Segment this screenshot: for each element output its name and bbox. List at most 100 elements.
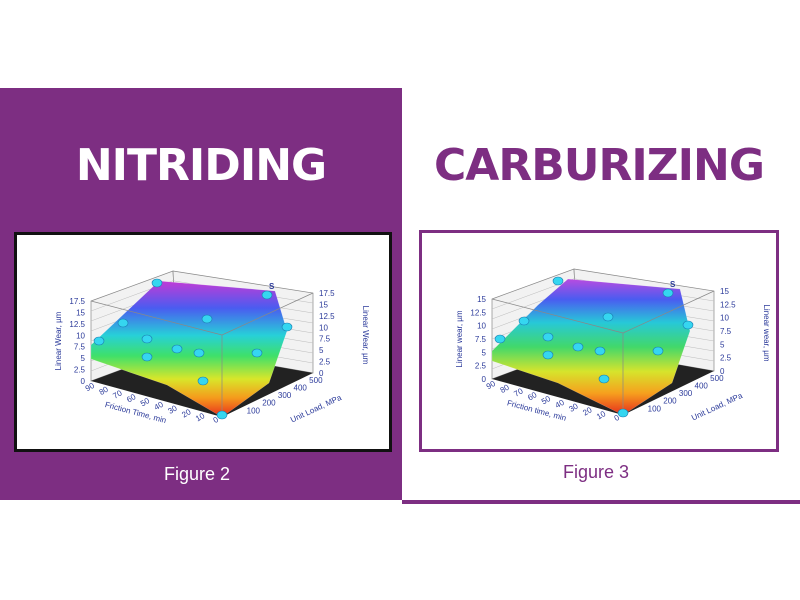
y-tick-label: 400 bbox=[695, 381, 709, 390]
marker-label: S bbox=[269, 282, 275, 291]
z-tick-label: 0 bbox=[319, 369, 324, 378]
surface-plot: S 0 0 2.5 2.5 5 5 7.5 7.5 10 10 12.5 12.5 15 15 Linear … bbox=[455, 268, 771, 423]
data-point bbox=[494, 334, 506, 344]
z-tick-label: 7.5 bbox=[74, 343, 86, 352]
z-tick-label: 12.5 bbox=[470, 308, 486, 317]
z-tick-label: 2.5 bbox=[319, 358, 331, 367]
surface bbox=[491, 278, 691, 416]
data-point bbox=[682, 320, 694, 330]
x-tick-label: 70 bbox=[111, 388, 124, 401]
z-tick-label: 5 bbox=[81, 354, 86, 363]
y-tick-label: 200 bbox=[262, 399, 276, 408]
data-point bbox=[598, 374, 610, 384]
y-tick-label: 200 bbox=[663, 397, 677, 406]
z-tick-label: 17.5 bbox=[319, 289, 335, 298]
y-tick-label: 100 bbox=[247, 406, 261, 415]
z-tick-label: 12.5 bbox=[69, 320, 85, 329]
z-tick-label: 7.5 bbox=[319, 335, 331, 344]
data-point bbox=[216, 410, 228, 420]
data-point bbox=[572, 342, 584, 352]
data-point bbox=[201, 314, 213, 324]
x-tick-label: 90 bbox=[84, 381, 97, 394]
x-tick-label: 40 bbox=[153, 400, 166, 413]
x-tick-label: 60 bbox=[125, 392, 138, 405]
x-tick-label: 50 bbox=[540, 394, 553, 407]
data-point bbox=[542, 332, 554, 342]
caption: Figure 3 bbox=[562, 462, 630, 482]
y-tick-label: 300 bbox=[278, 391, 292, 400]
data-point bbox=[518, 316, 530, 326]
y-axis-label: Unit Load, MPa bbox=[690, 391, 744, 423]
x-tick-label: 30 bbox=[567, 401, 580, 414]
divider bbox=[402, 500, 800, 504]
heading: NITRIDING bbox=[75, 140, 327, 191]
y-tick-label: 300 bbox=[679, 389, 693, 398]
z-tick-label: 2.5 bbox=[475, 362, 487, 371]
x-tick-label: 20 bbox=[581, 405, 594, 418]
z-axis-label: Linear Wear, µm bbox=[361, 306, 370, 365]
x-tick-label: 80 bbox=[499, 382, 512, 395]
z-tick-label: 0 bbox=[720, 367, 725, 376]
figure: S 0 0 2.5 2.5 5 5 7.5 7.5 10 10 12.5 12.5 15 15 Linear … bbox=[419, 230, 779, 452]
y-tick-label: 100 bbox=[648, 404, 662, 413]
data-point bbox=[171, 344, 183, 354]
x-tick-label: 80 bbox=[98, 384, 111, 397]
box-edge bbox=[491, 298, 624, 334]
y-tick-label: 500 bbox=[309, 376, 323, 385]
z-axis-label: Linear wear, µm bbox=[455, 310, 464, 367]
y-tick-label: 500 bbox=[710, 374, 724, 383]
data-point bbox=[141, 352, 153, 362]
z-tick-label: 15 bbox=[319, 300, 328, 309]
x-tick-label: 20 bbox=[180, 407, 193, 420]
data-point bbox=[552, 276, 564, 286]
x-tick-label: 60 bbox=[526, 390, 539, 403]
z-axis-label: Linear Wear, µm bbox=[54, 311, 63, 370]
x-tick-label: 10 bbox=[194, 411, 207, 424]
x-tick-label: 0 bbox=[212, 415, 221, 425]
data-point bbox=[602, 312, 614, 322]
data-point bbox=[281, 322, 293, 332]
x-tick-label: 40 bbox=[554, 398, 567, 411]
data-point bbox=[197, 376, 209, 386]
y-axis-label: Unit Load, MPa bbox=[289, 393, 343, 425]
box-edge bbox=[622, 290, 715, 334]
z-tick-label: 10 bbox=[477, 322, 486, 331]
z-tick-label: 17.5 bbox=[69, 297, 85, 306]
z-tick-label: 10 bbox=[720, 314, 729, 323]
x-tick-label: 30 bbox=[166, 403, 179, 416]
x-tick-label: 0 bbox=[613, 413, 622, 423]
data-point bbox=[662, 288, 674, 298]
caption: Figure 2 bbox=[163, 464, 231, 484]
box-edge bbox=[90, 300, 223, 336]
data-point bbox=[594, 346, 606, 356]
z-tick-label: 7.5 bbox=[475, 335, 487, 344]
z-tick-label: 15 bbox=[720, 287, 729, 296]
x-tick-label: 90 bbox=[485, 379, 498, 392]
box-edge bbox=[221, 292, 314, 336]
surface bbox=[90, 280, 288, 418]
z-tick-label: 0 bbox=[81, 377, 86, 386]
z-tick-label: 7.5 bbox=[720, 327, 732, 336]
surface-plot: S 0 0 2.5 2.5 5 5 7.5 7.5 10 10 12.5 12.5 15 15 17.5 17.… bbox=[54, 270, 370, 425]
z-tick-label: 5 bbox=[720, 340, 725, 349]
data-point bbox=[251, 348, 263, 358]
data-point bbox=[542, 350, 554, 360]
x-tick-label: 10 bbox=[595, 409, 608, 422]
data-point bbox=[117, 318, 129, 328]
x-tick-label: 70 bbox=[512, 386, 525, 399]
z-tick-label: 0 bbox=[482, 375, 487, 384]
data-point bbox=[652, 346, 664, 356]
data-point bbox=[261, 290, 273, 300]
z-tick-label: 5 bbox=[319, 346, 324, 355]
z-tick-label: 15 bbox=[477, 295, 486, 304]
heading: CARBURIZING bbox=[434, 140, 765, 191]
data-point bbox=[141, 334, 153, 344]
marker-label: S bbox=[670, 280, 676, 289]
z-tick-label: 12.5 bbox=[319, 312, 335, 321]
z-tick-label: 10 bbox=[319, 323, 328, 332]
z-tick-label: 10 bbox=[76, 331, 85, 340]
y-tick-label: 400 bbox=[294, 383, 308, 392]
z-tick-label: 5 bbox=[482, 348, 487, 357]
z-tick-label: 2.5 bbox=[74, 366, 86, 375]
